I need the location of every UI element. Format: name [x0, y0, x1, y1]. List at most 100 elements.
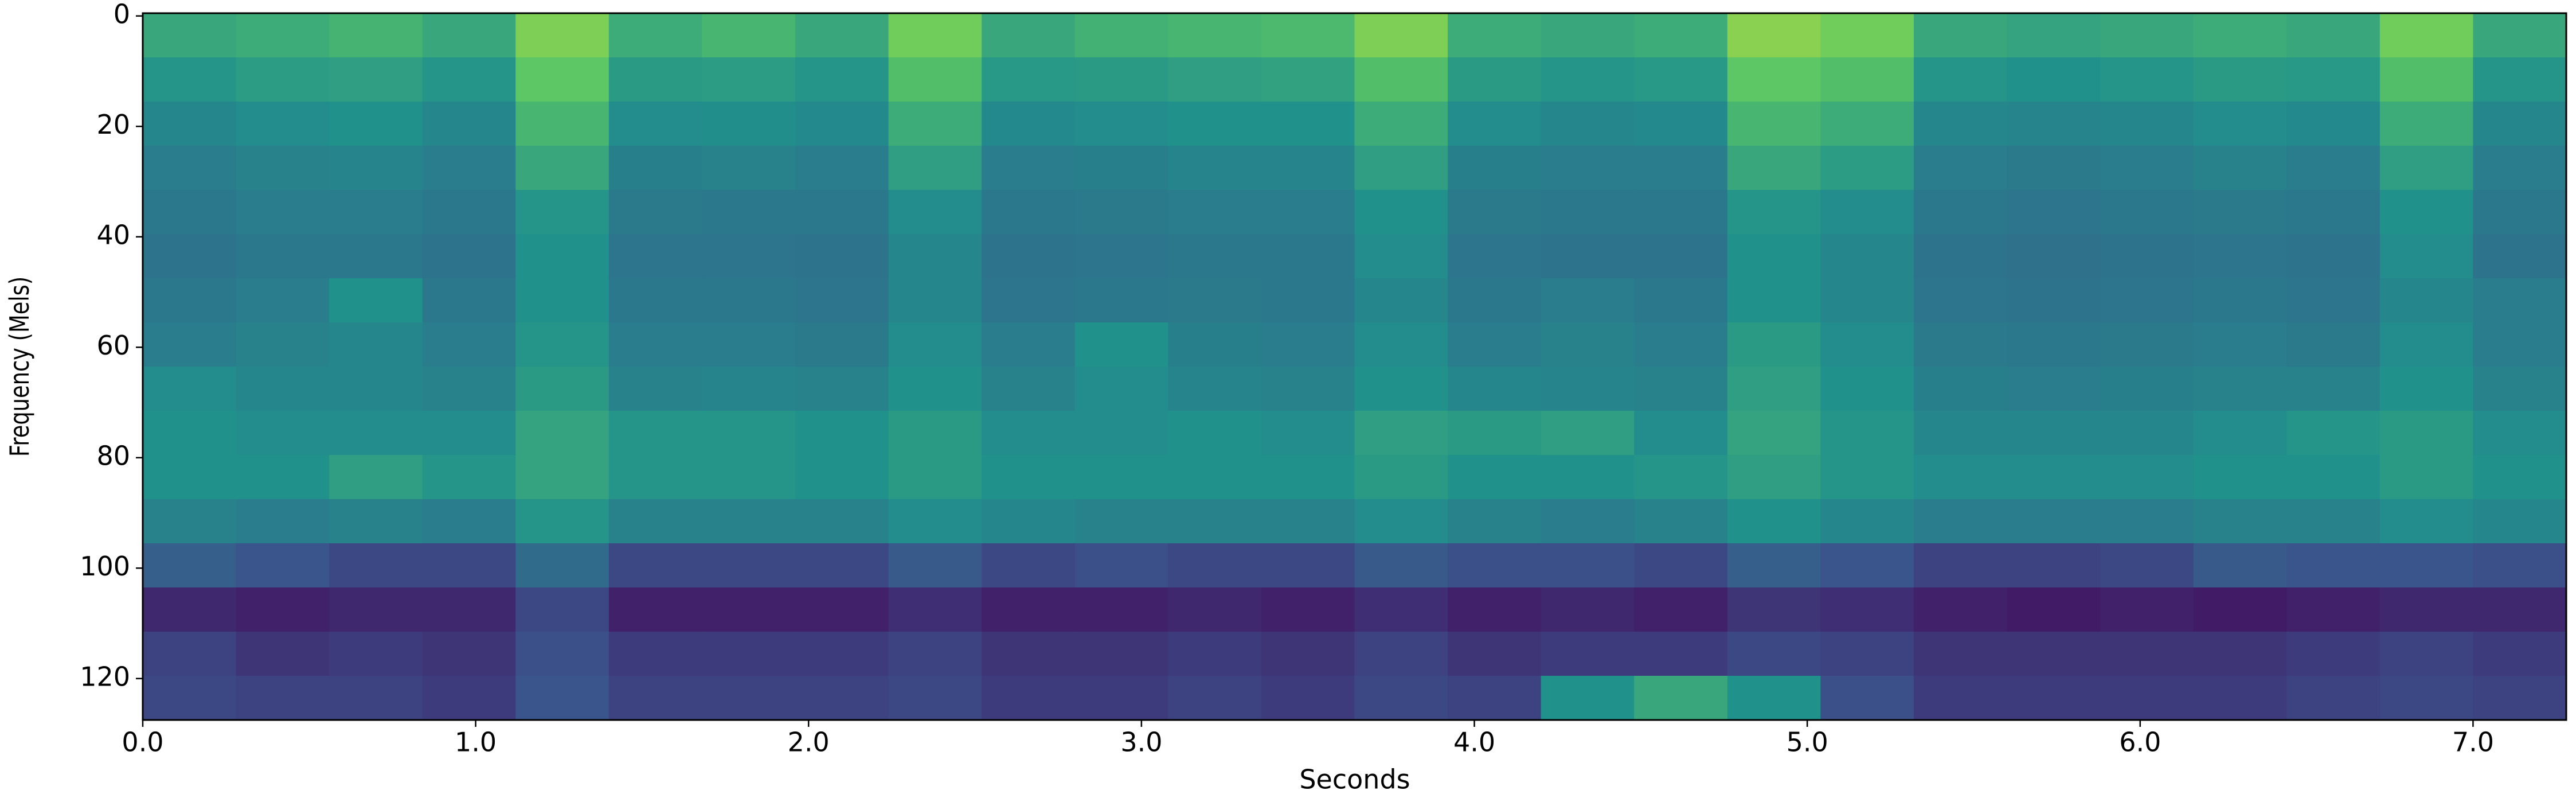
spectrogram-cell [1448, 57, 1542, 102]
spectrogram-cell [1727, 411, 1821, 456]
spectrogram-cell [795, 57, 889, 102]
spectrogram-cell [2193, 102, 2288, 146]
spectrogram-cell [422, 102, 517, 146]
spectrogram-cell [608, 632, 703, 676]
spectrogram-cell [236, 322, 330, 367]
spectrogram-cell [608, 57, 703, 102]
spectrogram-cell [1727, 278, 1821, 323]
spectrogram-cell [982, 411, 1076, 456]
spectrogram-cell [608, 676, 703, 721]
spectrogram-cell [2007, 13, 2101, 58]
spectrogram-cell [2193, 367, 2288, 411]
spectrogram-cell [515, 57, 609, 102]
spectrogram-cell [1354, 676, 1448, 721]
spectrogram-cell [2100, 13, 2194, 58]
spectrogram-cell [1448, 455, 1542, 500]
spectrogram-cell [143, 234, 237, 279]
spectrogram-cell [1074, 234, 1169, 279]
spectrogram-cell [2007, 587, 2101, 632]
spectrogram-cell [1634, 411, 1728, 456]
spectrogram-cell [2379, 322, 2474, 367]
spectrogram-cell [515, 411, 609, 456]
spectrogram-cell [795, 455, 889, 500]
spectrogram-cell [2379, 278, 2474, 323]
spectrogram-cell [1541, 13, 1635, 58]
spectrogram-cell [1541, 455, 1635, 500]
spectrogram-cell [2007, 455, 2101, 500]
spectrogram-cell [1354, 322, 1448, 367]
spectrogram-cell [1168, 499, 1262, 544]
spectrogram-cell [1634, 13, 1728, 58]
spectrogram-cell [702, 543, 796, 588]
spectrogram-cell [2473, 146, 2567, 190]
spectrogram-cell [422, 499, 517, 544]
spectrogram-cell [1820, 587, 1914, 632]
spectrogram-cell [236, 13, 330, 58]
spectrogram-cell [422, 322, 517, 367]
spectrogram-cell [422, 543, 517, 588]
spectrogram-cell [236, 632, 330, 676]
spectrogram-cell [795, 13, 889, 58]
spectrogram-cell [608, 102, 703, 146]
spectrogram-cell [982, 146, 1076, 190]
spectrogram-cell [1727, 367, 1821, 411]
spectrogram-cell [2007, 676, 2101, 721]
spectrogram-cell [1727, 676, 1821, 721]
spectrogram-cell [795, 587, 889, 632]
spectrogram-cell [2473, 57, 2567, 102]
spectrogram-cell [795, 367, 889, 411]
spectrogram-cell [1074, 190, 1169, 235]
spectrogram-cell [2379, 632, 2474, 676]
plot-frame [142, 12, 2567, 721]
spectrogram-cell [1913, 411, 2008, 456]
spectrogram-cell [1541, 322, 1635, 367]
spectrogram-cell [2193, 676, 2288, 721]
spectrogram-cell [329, 587, 423, 632]
spectrogram-cell [2379, 543, 2474, 588]
spectrogram-cell [888, 190, 982, 235]
spectrogram-cell [1541, 587, 1635, 632]
spectrogram-cell [608, 234, 703, 279]
spectrogram-cell [888, 322, 982, 367]
heatmap [143, 13, 2567, 721]
spectrogram-cell [1634, 278, 1728, 323]
spectrogram-cell [2473, 367, 2567, 411]
spectrogram-cell [1913, 190, 2008, 235]
spectrogram-cell [2473, 676, 2567, 721]
spectrogram-cell [236, 190, 330, 235]
spectrogram-cell [2193, 278, 2288, 323]
spectrogram-cell [1541, 190, 1635, 235]
spectrogram-cell [2286, 676, 2380, 721]
spectrogram-cell [982, 57, 1076, 102]
spectrogram-cell [2100, 632, 2194, 676]
spectrogram-cell [1541, 632, 1635, 676]
x-tick-label: 7.0 [2452, 727, 2494, 758]
spectrogram-cell [329, 411, 423, 456]
spectrogram-cell [1727, 587, 1821, 632]
x-tick-label: 3.0 [1120, 727, 1162, 758]
spectrogram-cell [422, 278, 517, 323]
spectrogram-cell [329, 543, 423, 588]
spectrogram-cell [702, 102, 796, 146]
spectrogram-cell [143, 676, 237, 721]
spectrogram-cell [1448, 499, 1542, 544]
spectrogram-cell [2473, 499, 2567, 544]
spectrogram-cell [1074, 13, 1169, 58]
spectrogram-cell [2100, 455, 2194, 500]
spectrogram-cell [2473, 587, 2567, 632]
spectrogram-cell [2193, 632, 2288, 676]
spectrogram-cell [2286, 367, 2380, 411]
x-tick-label: 4.0 [1453, 727, 1495, 758]
spectrogram-cell [982, 676, 1076, 721]
spectrogram-cell [236, 587, 330, 632]
x-axis-label: Seconds [1299, 764, 1410, 795]
spectrogram-cell [1727, 102, 1821, 146]
spectrogram-cell [608, 278, 703, 323]
spectrogram-cell [2473, 102, 2567, 146]
spectrogram-cell [702, 587, 796, 632]
spectrogram-cell [2193, 190, 2288, 235]
spectrogram-cell [795, 190, 889, 235]
spectrogram-cell [2473, 411, 2567, 456]
spectrogram-cell [1168, 278, 1262, 323]
spectrogram-cell [1354, 632, 1448, 676]
